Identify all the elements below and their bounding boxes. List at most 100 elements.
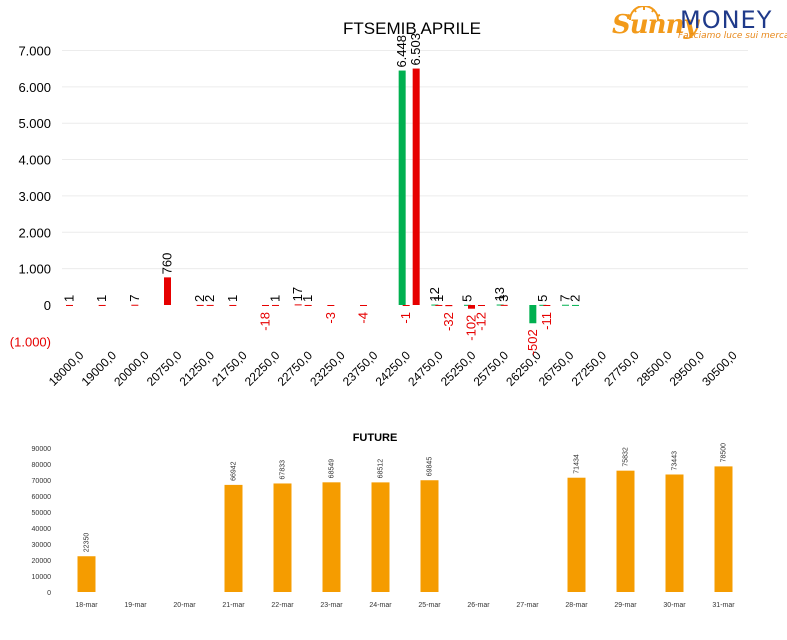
chart1-bar: [412, 68, 420, 305]
chart2-y-tick-label: 50000: [32, 510, 52, 517]
chart2-x-tick-label: 25-mar: [418, 602, 441, 609]
chart2-data-label: 78500: [721, 443, 728, 463]
chart1-bar: [131, 304, 139, 306]
chart1-bar: [543, 305, 551, 306]
chart1-data-label: 1: [94, 295, 109, 302]
logo-word-money: MONEY: [680, 6, 773, 34]
chart1-y-tick-label: 4.000: [18, 153, 51, 168]
chart1-data-label: 2: [202, 295, 217, 302]
chart2-x-tick-label: 24-mar: [369, 602, 392, 609]
chart1-x-tick-label: 19000,0: [79, 348, 120, 389]
chart2-title: FUTURE: [353, 432, 398, 444]
chart2-x-tick-label: 28-mar: [565, 602, 588, 609]
chart2-y-tick-label: 90000: [32, 446, 52, 453]
chart1-y-tick-label: 0: [44, 298, 51, 313]
chart1-x-tick-label: 25750,0: [471, 348, 512, 389]
chart1-y-tick-label: 1.000: [18, 262, 51, 277]
chart1-y-tick-label: 3.000: [18, 189, 51, 204]
chart1-title: FTSEMIB APRILE: [343, 19, 481, 38]
chart1-bar: [464, 304, 471, 306]
chart1-bar: [98, 304, 106, 306]
chart2-bar: [420, 480, 439, 592]
chart2-x-tick-label: 21-mar: [222, 602, 245, 609]
chart1-y-tick-label: 2.000: [18, 225, 51, 240]
chart2-x-tick-label: 23-mar: [320, 602, 343, 609]
chart1-bar: [262, 305, 269, 306]
chart1-bar: [435, 304, 443, 306]
chart2-y-tick-label: 60000: [32, 494, 52, 501]
chart2-data-label: 22350: [84, 533, 91, 553]
chart1-bar: [562, 304, 569, 306]
chart1-data-label: 5: [535, 295, 550, 302]
chart1-data-label: 2: [192, 295, 207, 302]
chart1-data-label: 7: [127, 295, 142, 302]
chart2-y-tick-label: 40000: [32, 526, 52, 533]
sunny-money-logo: Sunny MONEY Facciamo luce sui mercati: [606, 6, 787, 46]
chart2-x-tick-label: 30-mar: [663, 602, 686, 609]
chart2-data-label: 68549: [329, 459, 336, 479]
chart1-bar: [398, 70, 406, 305]
chart1-bar: [294, 304, 302, 306]
chart2-y-tick-label: 80000: [32, 462, 52, 469]
chart1-data-label: -502: [525, 329, 540, 355]
chart1-data-label: 6.448: [394, 35, 409, 68]
chart1-data-label: -12: [474, 312, 489, 331]
chart1-bar: [500, 304, 508, 306]
chart1-data-label: 13: [492, 287, 507, 301]
chart1-x-tick-label: 25250,0: [438, 348, 479, 389]
chart1-data-label: -4: [356, 312, 371, 324]
chart1-bar: [66, 304, 73, 306]
chart2-bar: [224, 484, 243, 592]
chart1-x-tick-label: 20750,0: [144, 348, 185, 389]
chart2-x-tick-label: 27-mar: [516, 602, 539, 609]
chart2-bar: [567, 477, 586, 592]
chart1-data-label: 12: [427, 287, 442, 301]
chart2-x-tick-label: 22-mar: [271, 602, 294, 609]
chart2-y-tick-label: 0: [47, 590, 51, 597]
chart2-x-tick-label: 26-mar: [467, 602, 490, 609]
chart1-x-tick-label: 29500,0: [667, 348, 708, 389]
chart1-data-label: 3: [496, 295, 511, 302]
chart1-data-label: 1: [268, 295, 283, 302]
chart2-x-tick-label: 29-mar: [614, 602, 637, 609]
chart1-bar: [529, 305, 537, 324]
chart1-x-tick-label: 21250,0: [177, 348, 218, 389]
chart2-bar: [322, 482, 341, 592]
chart2-data-label: 75832: [623, 447, 630, 467]
chart1-bar: [327, 305, 335, 306]
chart2-x-tick-label: 20-mar: [173, 602, 196, 609]
chart1-x-tick-label: 18000,0: [46, 348, 87, 389]
logo-tagline: Facciamo luce sui mercati: [678, 31, 787, 41]
chart1-data-label: -11: [539, 312, 554, 330]
chart2-x-tick-label: 31-mar: [712, 602, 735, 609]
chart1-x-tick-label: 20000,0: [111, 348, 152, 389]
chart1-bar: [402, 305, 410, 306]
chart1-x-tick-label: 27750,0: [601, 348, 642, 389]
chart2-data-label: 68512: [378, 459, 385, 479]
chart1-bar: [196, 304, 204, 306]
chart1-bar: [445, 305, 453, 307]
chart1-x-tick-label: 30500,0: [699, 348, 740, 389]
chart2-data-label: 69845: [427, 457, 434, 477]
chart1-data-label: 1: [300, 295, 315, 302]
chart1-data-label: 17: [290, 287, 305, 301]
chart2-data-label: 67833: [280, 460, 287, 480]
chart1-data-label: 760: [160, 253, 175, 275]
chart1-data-label: -102: [464, 315, 479, 341]
chart1-y-tick-label: 6.000: [18, 80, 51, 95]
chart2-data-label: 73443: [672, 451, 679, 471]
chart2-data-label: 66942: [231, 461, 238, 481]
chart1-bar: [229, 304, 237, 306]
chart1-data-label: -32: [441, 312, 456, 331]
sun-icon: [627, 6, 661, 20]
chart1-y-tick-label: 5.000: [18, 116, 51, 131]
chart2-bar: [665, 474, 684, 592]
chart1-x-tick-label: 21750,0: [209, 348, 250, 389]
chart2-y-tick-label: 30000: [32, 542, 52, 549]
chart1-x-tick-label: 27250,0: [569, 348, 610, 389]
chart2-y-tick-label: 20000: [32, 558, 52, 565]
chart1-x-tick-label: 23750,0: [340, 348, 381, 389]
chart1-data-label: 2: [568, 295, 583, 302]
